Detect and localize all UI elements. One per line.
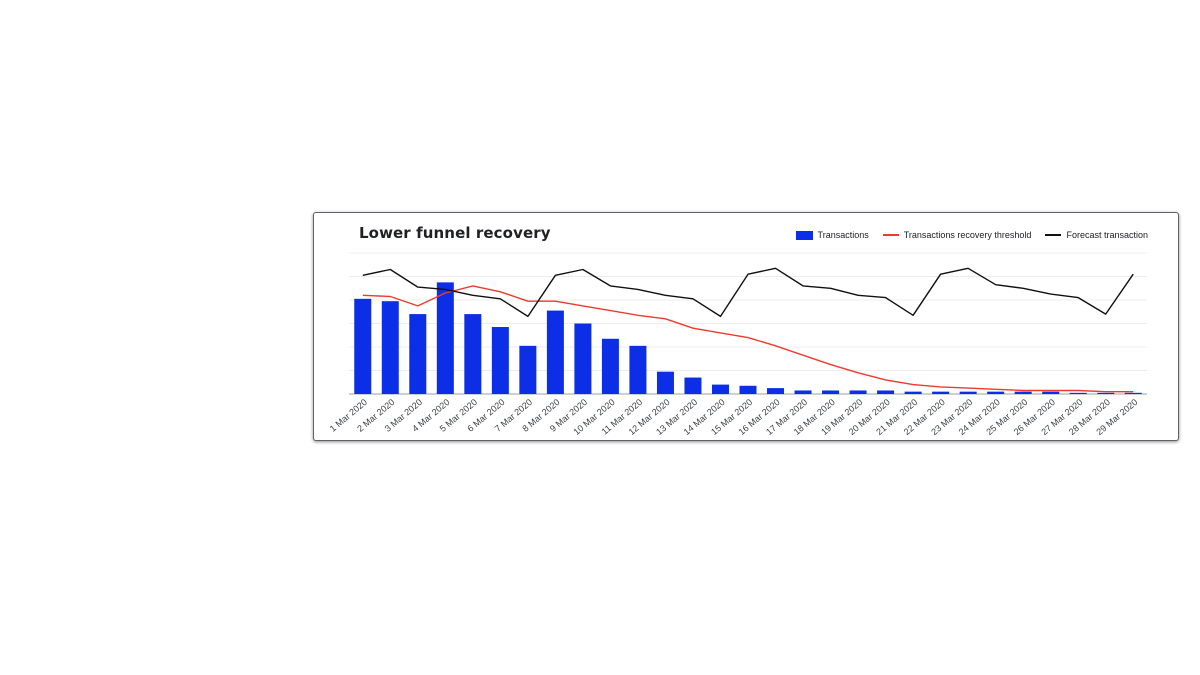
bar-transactions: [822, 390, 840, 394]
bar-transactions: [464, 314, 482, 394]
bar-transactions: [849, 390, 867, 394]
bar-transactions: [959, 391, 977, 394]
bar-transactions: [794, 390, 812, 394]
bar-transactions: [1097, 392, 1115, 394]
bar-transactions: [546, 310, 564, 394]
bar-transactions: [656, 371, 674, 394]
bar-transactions: [932, 391, 950, 394]
bar-transactions: [711, 384, 729, 394]
bar-transactions: [436, 282, 454, 394]
chart-title: Lower funnel recovery: [359, 224, 551, 242]
bar-transactions: [354, 298, 372, 394]
bar-transactions: [409, 314, 427, 394]
legend-label-transactions: Transactions: [817, 230, 869, 240]
bar-transactions: [877, 390, 895, 394]
chart-legend[interactable]: Transactions Transactions recovery thres…: [795, 230, 1148, 240]
legend-swatch-forecast: [1045, 234, 1062, 236]
bar-transactions: [519, 345, 537, 394]
legend-label-forecast: Forecast transaction: [1066, 230, 1148, 240]
legend-swatch-recovery-threshold: [882, 234, 899, 236]
legend-item-recovery-threshold[interactable]: Transactions recovery threshold: [882, 230, 1032, 240]
legend-label-recovery-threshold: Transactions recovery threshold: [903, 230, 1032, 240]
bar-transactions: [767, 388, 785, 394]
legend-swatch-transactions: [795, 230, 813, 240]
bar-transactions: [1124, 392, 1142, 394]
bar-transactions: [739, 385, 757, 394]
legend-item-forecast[interactable]: Forecast transaction: [1045, 230, 1148, 240]
bar-transactions: [491, 327, 509, 394]
line-transactions-recovery-threshold: [362, 285, 1134, 393]
bar-transactions: [601, 338, 619, 394]
legend-item-transactions[interactable]: Transactions: [795, 230, 869, 240]
bar-transactions: [1069, 392, 1087, 394]
bar-transactions: [684, 377, 702, 394]
line-forecast-transaction: [362, 267, 1134, 318]
bar-transactions: [1042, 391, 1060, 394]
bar-transactions: [904, 391, 922, 394]
bar-transactions: [381, 301, 399, 394]
bar-transactions: [1014, 391, 1032, 394]
bar-transactions: [987, 391, 1005, 394]
bar-transactions: [629, 345, 647, 394]
chart-card: Lower funnel recovery Transactions Trans…: [313, 212, 1179, 441]
bar-transactions: [574, 323, 592, 394]
